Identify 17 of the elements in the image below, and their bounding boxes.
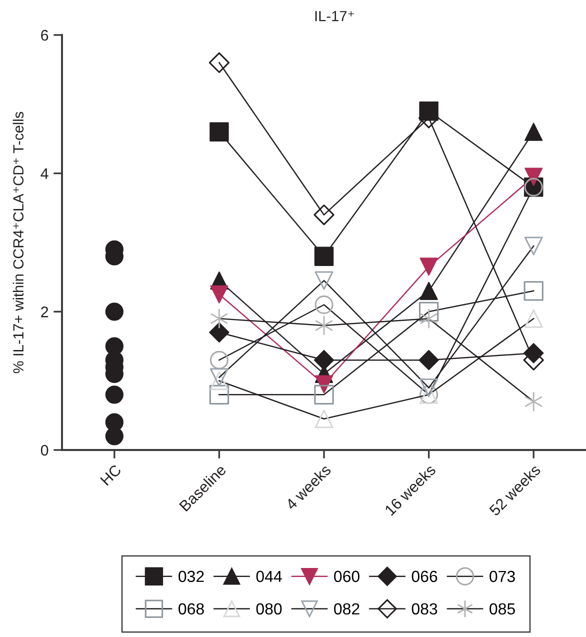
legend-label: 082 xyxy=(334,603,360,615)
legend-label: 044 xyxy=(256,570,282,582)
chart-title: IL-17⁺ xyxy=(315,11,354,22)
y-tick-label: 4 xyxy=(40,168,48,179)
legend-label: 080 xyxy=(256,603,282,615)
legend-label: 083 xyxy=(412,603,438,615)
y-tick-label: 2 xyxy=(41,306,48,318)
y-tick-label: 6 xyxy=(41,30,48,41)
legend-label: 068 xyxy=(178,603,204,615)
legend-label: 085 xyxy=(490,603,515,615)
legend-label: 066 xyxy=(412,570,438,582)
x-tick-label: HC xyxy=(100,464,122,486)
legend-label: 032 xyxy=(178,570,204,582)
y-tick-label: 0 xyxy=(40,444,48,456)
legend-label: 073 xyxy=(490,570,515,582)
y-axis-title: % IL-17+ within CCR4⁺CLA⁺CD⁺ T-cells xyxy=(12,112,24,374)
legend-label: 060 xyxy=(334,570,360,582)
